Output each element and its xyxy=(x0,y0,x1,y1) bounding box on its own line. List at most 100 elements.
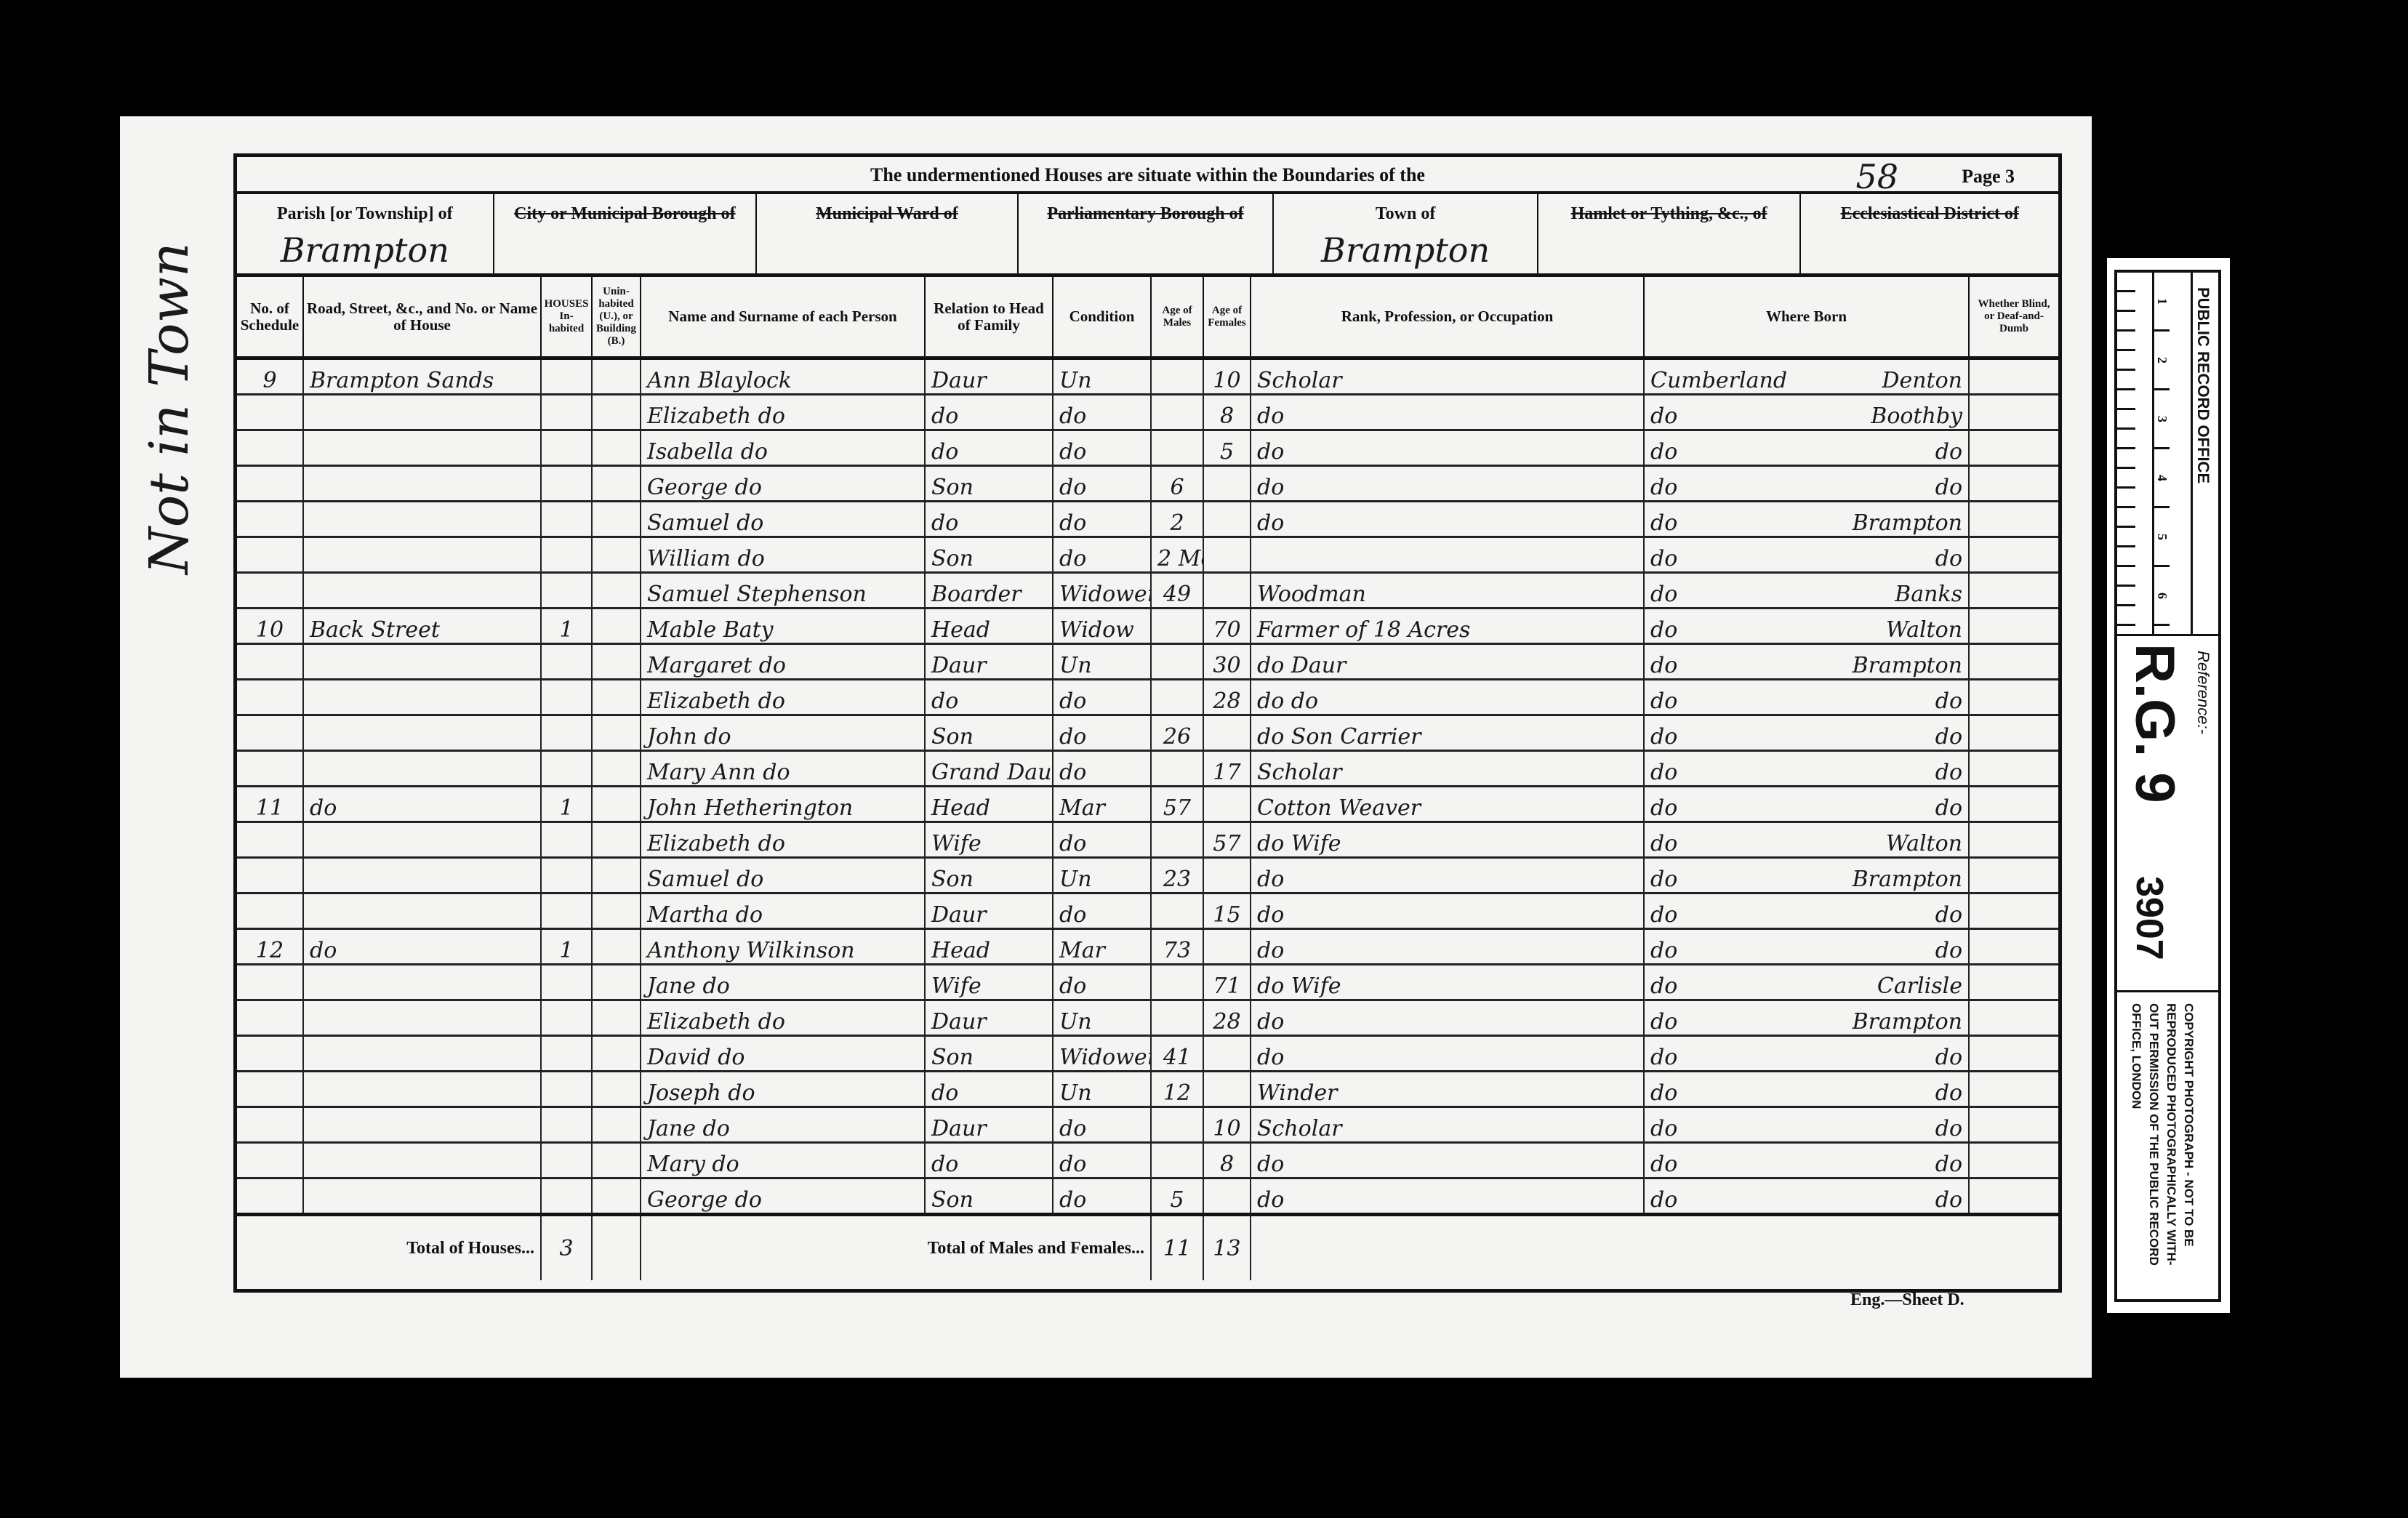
cell-street xyxy=(303,572,542,609)
place-label: Parliamentary Borough of xyxy=(1047,204,1244,223)
cell-uninhabited xyxy=(592,1142,641,1179)
cell-street xyxy=(303,822,542,859)
cell-uninhabited xyxy=(592,928,641,965)
cell-schedule xyxy=(237,857,304,894)
empty-cell xyxy=(592,1213,641,1280)
cell-name: Jane do xyxy=(641,1107,926,1144)
cell-name: George do xyxy=(641,465,926,502)
cell-schedule xyxy=(237,893,304,930)
cell-female xyxy=(1203,572,1251,609)
cell-occupation: do xyxy=(1251,928,1645,965)
cell-street xyxy=(303,501,542,538)
reference-label: Reference:- xyxy=(2194,651,2212,734)
cell-name: Jane do xyxy=(641,964,926,1001)
cell-occupation: Cotton Weaver xyxy=(1251,786,1645,823)
cell-female xyxy=(1203,715,1251,752)
column-header: Where Born xyxy=(1644,277,1970,360)
cell-where-born: do Boothby xyxy=(1644,394,1970,431)
cell-occupation: do xyxy=(1251,1035,1645,1072)
cell-female: 57 xyxy=(1203,822,1251,859)
table-row: Elizabeth do do do 8 do do Boothby xyxy=(237,394,2058,431)
cell-inhabited xyxy=(541,1107,593,1144)
cell-schedule xyxy=(237,572,304,609)
cell-name: Anthony Wilkinson xyxy=(641,928,926,965)
cell-occupation: do xyxy=(1251,1000,1645,1037)
cell-born-county: Cumberland xyxy=(1650,368,1788,393)
cell-male xyxy=(1151,1107,1204,1144)
cell-uninhabited xyxy=(592,537,641,574)
cell-relation: Daur xyxy=(925,643,1054,680)
cell-relation: Boarder xyxy=(925,572,1054,609)
cell-street xyxy=(303,964,542,1001)
cell-occupation: do xyxy=(1251,430,1645,467)
place-label: Parish [or Township] of xyxy=(276,204,453,223)
place-row: Parish [or Township] of Brampton City or M… xyxy=(237,194,2058,277)
cell-schedule xyxy=(237,1000,304,1037)
cell-inhabited xyxy=(541,501,593,538)
cell-female xyxy=(1203,1071,1251,1108)
reference-box: Reference:- R.G. 9 3907 xyxy=(2117,636,2218,992)
cell-blind xyxy=(1969,537,2058,574)
cell-street xyxy=(303,857,542,894)
cell-male xyxy=(1151,608,1204,645)
cell-relation: do xyxy=(925,1142,1054,1179)
cell-where-born: do do xyxy=(1644,1071,1970,1108)
cell-inhabited xyxy=(541,964,593,1001)
ruler-ticks xyxy=(2117,273,2135,634)
place-field: Municipal Ward of xyxy=(757,194,1019,273)
cell-blind xyxy=(1969,394,2058,431)
cell-male: 12 xyxy=(1151,1071,1204,1108)
cell-male: 5 xyxy=(1151,1178,1204,1216)
cell-male xyxy=(1151,750,1204,787)
cell-female xyxy=(1203,928,1251,965)
cell-uninhabited xyxy=(592,964,641,1001)
cell-male xyxy=(1151,822,1204,859)
cell-inhabited: 1 xyxy=(541,928,593,965)
cell-uninhabited xyxy=(592,643,641,680)
cell-blind xyxy=(1969,430,2058,467)
cell-inhabited xyxy=(541,572,593,609)
cell-inhabited xyxy=(541,1071,593,1108)
cell-female: 15 xyxy=(1203,893,1251,930)
place-label: City or Municipal Borough of xyxy=(514,204,736,223)
cell-blind xyxy=(1969,1142,2058,1179)
cell-where-born: do Brampton xyxy=(1644,643,1970,680)
cell-born-place: do xyxy=(1935,902,1962,928)
cell-inhabited xyxy=(541,1035,593,1072)
cell-female: 10 xyxy=(1203,1107,1251,1144)
cell-inhabited: 1 xyxy=(541,608,593,645)
cell-born-place: Brampton xyxy=(1852,867,1962,892)
cell-name: Joseph do xyxy=(641,1071,926,1108)
cell-uninhabited xyxy=(592,501,641,538)
cell-street xyxy=(303,1178,542,1216)
page-number: Page 3 xyxy=(1962,166,2015,187)
cell-schedule xyxy=(237,1071,304,1108)
column-header: Name and Surname of each Person xyxy=(641,277,926,360)
cell-name: Isabella do xyxy=(641,430,926,467)
cell-born-place: Walton xyxy=(1885,617,1962,643)
cell-where-born: do do xyxy=(1644,1035,1970,1072)
cell-inhabited xyxy=(541,430,593,467)
cell-schedule xyxy=(237,501,304,538)
cell-street: Back Street xyxy=(303,608,542,645)
cell-condition: Widower xyxy=(1053,572,1152,609)
cell-born-place: Walton xyxy=(1885,831,1962,856)
cell-schedule xyxy=(237,964,304,1001)
cell-name: George do xyxy=(641,1178,926,1216)
cell-schedule xyxy=(237,750,304,787)
cell-inhabited xyxy=(541,465,593,502)
cell-relation: Son xyxy=(925,1035,1054,1072)
cell-female: 8 xyxy=(1203,1142,1251,1179)
cell-condition: do xyxy=(1053,430,1152,467)
cell-occupation: do xyxy=(1251,465,1645,502)
cell-street: Brampton Sands xyxy=(303,358,542,395)
cell-born-county: do xyxy=(1650,582,1678,607)
total-males: 11 xyxy=(1151,1213,1204,1280)
cell-condition: Un xyxy=(1053,857,1152,894)
cell-street xyxy=(303,643,542,680)
cell-street xyxy=(303,1035,542,1072)
cell-blind xyxy=(1969,1071,2058,1108)
cell-born-place: do xyxy=(1935,1187,1962,1213)
cell-uninhabited xyxy=(592,394,641,431)
